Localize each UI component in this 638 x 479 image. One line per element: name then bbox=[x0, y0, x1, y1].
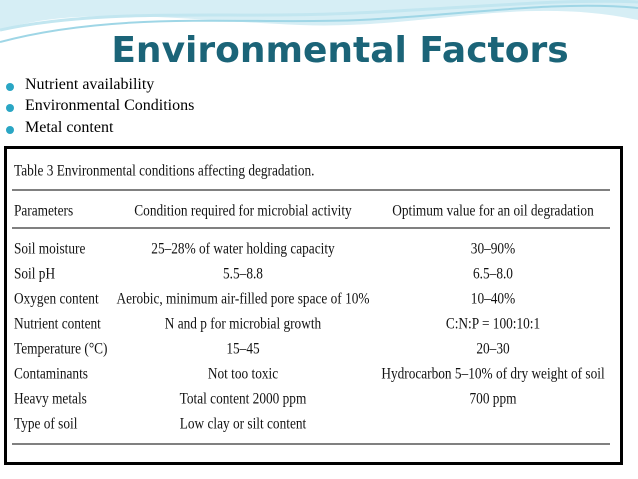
table-cell: Nutrient content bbox=[14, 316, 101, 333]
table-cell: Soil pH bbox=[14, 266, 55, 283]
bullet: Metal content bbox=[25, 119, 114, 136]
bullet-dot bbox=[6, 126, 14, 134]
bullet: Nutrient availability bbox=[25, 76, 155, 93]
column-header: Optimum value for an oil degradation bbox=[392, 203, 593, 220]
bullet: Environmental Conditions bbox=[25, 97, 195, 114]
table-cell: C:N:P = 100:10:1 bbox=[446, 316, 540, 333]
column-header: Parameters bbox=[14, 203, 73, 220]
wave-decoration bbox=[0, 0, 638, 43]
column-header: Condition required for microbial activit… bbox=[134, 203, 352, 220]
table-cell: Not too toxic bbox=[208, 366, 278, 383]
bullet-dot bbox=[6, 83, 14, 91]
table-cell: Soil moisture bbox=[14, 241, 85, 258]
table-cell: 25–28% of water holding capacity bbox=[151, 241, 335, 258]
table-caption: Table 3 Environmental conditions affecti… bbox=[14, 163, 314, 180]
bullet-dot bbox=[6, 104, 14, 112]
table-cell: Total content 2000 ppm bbox=[180, 391, 307, 408]
table-cell: Type of soil bbox=[14, 416, 77, 433]
table-cell: Low clay or silt content bbox=[180, 416, 306, 433]
table-cell: 6.5–8.0 bbox=[473, 266, 513, 283]
table: Table 3 Environmental conditions affecti… bbox=[4, 146, 623, 465]
table-cell: 5.5–8.8 bbox=[223, 266, 263, 283]
table-cell: Heavy metals bbox=[14, 391, 87, 408]
table-cell: Oxygen content bbox=[14, 291, 99, 308]
table-cell: Temperature (°C) bbox=[14, 341, 108, 358]
table-cell: Hydrocarbon 5–10% of dry weight of soil bbox=[381, 366, 604, 383]
table-cell: 700 ppm bbox=[470, 391, 517, 408]
table-cell: Contaminants bbox=[14, 366, 88, 383]
slide-title: Environmental Factors bbox=[111, 30, 569, 71]
table-cell: 10–40% bbox=[471, 291, 515, 308]
table-cell: 30–90% bbox=[471, 241, 515, 258]
table-cell: 15–45 bbox=[226, 341, 259, 358]
table-cell: N and p for microbial growth bbox=[165, 316, 322, 333]
table-cell: Aerobic, minimum air-filled pore space o… bbox=[117, 291, 370, 308]
table-cell: 20–30 bbox=[476, 341, 509, 358]
